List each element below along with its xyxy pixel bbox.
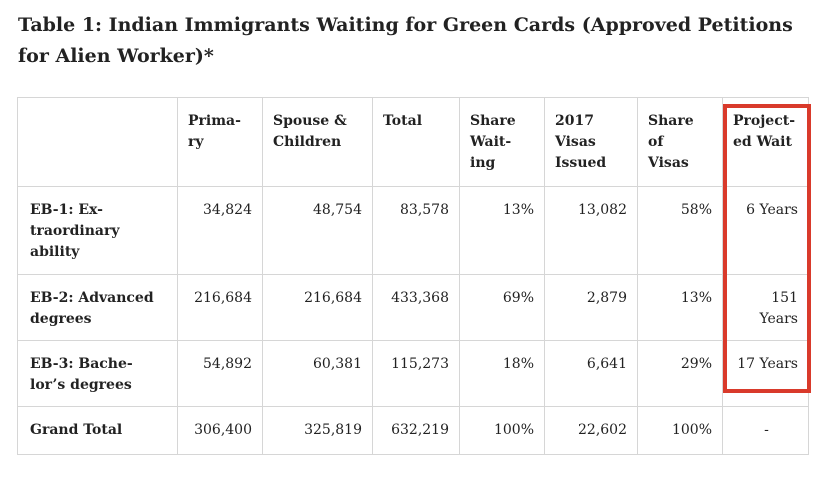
table-header-row: Prima-ry Spouse & Children Total Share Wai… [17, 97, 809, 187]
table-title: Table 1: Indian Immigrants Waiting for G… [18, 14, 793, 67]
cell-primary: 216,684 [177, 274, 263, 341]
cell-total: 433,368 [372, 274, 460, 341]
column-header-spouse-children: Spouse & Children [262, 97, 373, 187]
cell-projected-wait: 6 Years [722, 186, 809, 275]
cell-visas-issued: 6,641 [544, 340, 638, 407]
cell-visas-issued: 2,879 [544, 274, 638, 341]
row-label: EB-1: Ex-traordinary ability [17, 186, 178, 275]
cell-share-waiting: 69% [459, 274, 545, 341]
cell-projected-wait: 151 Years [722, 274, 809, 341]
cell-share-waiting: 13% [459, 186, 545, 275]
column-header-visas-issued: 2017 Visas Issued [544, 97, 638, 187]
column-header-label [17, 97, 178, 187]
column-header-share-visas: Share of Visas [637, 97, 723, 187]
cell-primary: 306,400 [177, 406, 263, 455]
row-label: EB-2: Advanced degrees [17, 274, 178, 341]
cell-share-visas: 13% [637, 274, 723, 341]
cell-share-waiting: 100% [459, 406, 545, 455]
table-row: EB-2: Advanced degrees 216,684 216,684 43… [17, 274, 809, 341]
cell-share-visas: 29% [637, 340, 723, 407]
cell-projected-wait: 17 Years [722, 340, 809, 407]
cell-spouse-children: 60,381 [262, 340, 373, 407]
row-label: Grand Total [17, 406, 178, 455]
cell-share-waiting: 18% [459, 340, 545, 407]
cell-projected-wait: - [722, 406, 809, 455]
column-header-projected-wait: Project-ed Wait [722, 97, 809, 187]
cell-spouse-children: 48,754 [262, 186, 373, 275]
cell-total: 632,219 [372, 406, 460, 455]
row-label: EB-3: Bache-lor’s degrees [17, 340, 178, 407]
cell-visas-issued: 13,082 [544, 186, 638, 275]
table-row: EB-3: Bache-lor’s degrees 54,892 60,381 … [17, 340, 809, 407]
cell-primary: 34,824 [177, 186, 263, 275]
cell-share-visas: 100% [637, 406, 723, 455]
cell-spouse-children: 325,819 [262, 406, 373, 455]
column-header-primary: Prima-ry [177, 97, 263, 187]
cell-visas-issued: 22,602 [544, 406, 638, 455]
green-card-table: Prima-ry Spouse & Children Total Share Wai… [17, 97, 809, 455]
cell-spouse-children: 216,684 [262, 274, 373, 341]
cell-share-visas: 58% [637, 186, 723, 275]
cell-primary: 54,892 [177, 340, 263, 407]
table-row: Grand Total 306,400 325,819 632,219 100%… [17, 406, 809, 455]
column-header-total: Total [372, 97, 460, 187]
table-row: EB-1: Ex-traordinary ability 34,824 48,75… [17, 186, 809, 275]
column-header-share-waiting: Share Wait-ing [459, 97, 545, 187]
cell-total: 83,578 [372, 186, 460, 275]
cell-total: 115,273 [372, 340, 460, 407]
